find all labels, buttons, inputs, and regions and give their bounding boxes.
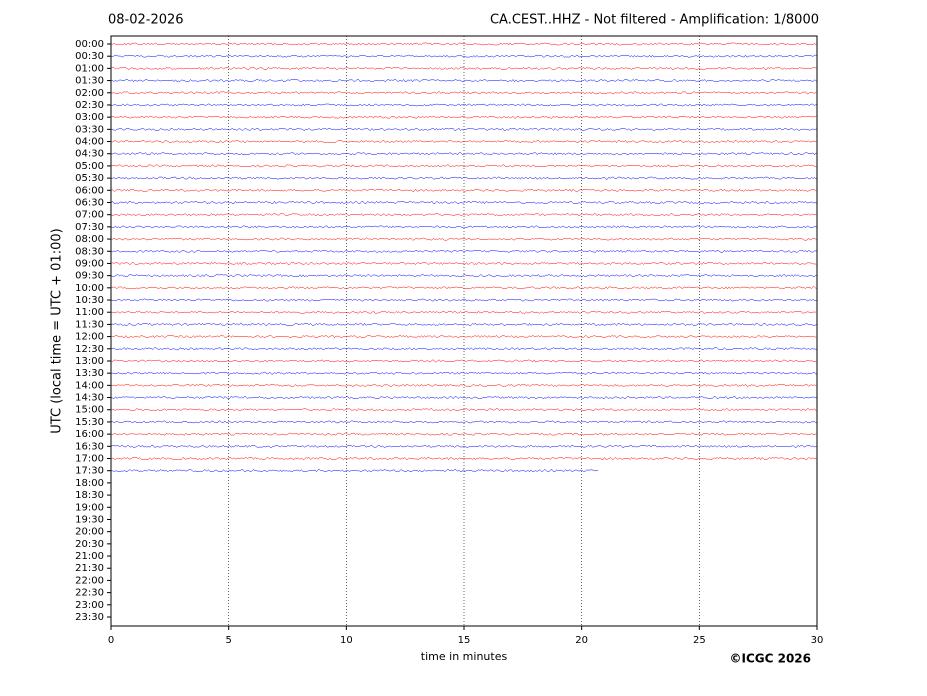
y-tick-label: 22:30: [75, 588, 104, 599]
trace: [110, 432, 818, 436]
trace: [110, 42, 818, 46]
y-tick-label: 20:00: [75, 527, 104, 538]
chart-title: CA.CEST..HHZ - Not filtered - Amplificat…: [490, 13, 819, 28]
trace: [110, 274, 818, 278]
y-tick-label: 16:00: [75, 429, 104, 440]
y-tick-label: 06:00: [75, 185, 104, 196]
y-tick-label: 11:00: [75, 307, 104, 318]
y-tick-label: 21:30: [75, 563, 104, 574]
y-tick-label: 00:00: [75, 39, 104, 50]
chart-date: 08-02-2026: [108, 13, 184, 28]
x-tick-label: 10: [340, 635, 353, 646]
y-tick-label: 16:30: [75, 441, 104, 452]
trace: [110, 176, 818, 180]
y-tick-label: 14:30: [75, 393, 104, 404]
trace: [110, 140, 818, 143]
trace: [110, 335, 818, 339]
y-tick-label: 09:00: [75, 258, 104, 269]
y-tick-label: 14:00: [75, 380, 104, 391]
trace: [110, 262, 818, 265]
y-tick-label: 12:00: [75, 332, 104, 343]
trace: [110, 457, 818, 461]
y-tick-label: 02:30: [75, 100, 104, 111]
trace: [110, 469, 599, 473]
y-tick-label: 01:30: [75, 76, 104, 87]
y-tick-label: 04:30: [75, 149, 104, 160]
trace: [110, 225, 818, 229]
trace: [110, 298, 818, 302]
y-tick-label: 09:30: [75, 271, 104, 282]
trace: [110, 310, 818, 314]
y-tick-label: 19:30: [75, 514, 104, 525]
x-tick-label: 30: [811, 635, 824, 646]
trace: [110, 249, 818, 253]
y-tick-label: 10:00: [75, 283, 104, 294]
y-tick-label: 13:00: [75, 356, 104, 367]
trace: [110, 420, 818, 424]
trace: [110, 188, 818, 192]
y-tick-label: 21:00: [75, 551, 104, 562]
trace: [110, 213, 818, 217]
y-tick-label: 18:30: [75, 490, 104, 501]
trace: [110, 91, 818, 95]
y-tick-label: 12:30: [75, 344, 104, 355]
y-tick-label: 15:30: [75, 417, 104, 428]
trace: [110, 66, 818, 70]
y-tick-label: 17:30: [75, 466, 104, 477]
y-tick-label: 15:00: [75, 405, 104, 416]
y-tick-label: 17:00: [75, 454, 104, 465]
copyright: ©ICGC 2026: [729, 652, 811, 666]
trace: [110, 115, 818, 119]
y-tick-label: 18:00: [75, 478, 104, 489]
y-tick-label: 08:00: [75, 234, 104, 245]
y-tick-label: 08:30: [75, 246, 104, 257]
x-tick-label: 0: [108, 635, 114, 646]
x-tick-label: 15: [458, 635, 471, 646]
trace: [110, 152, 818, 156]
y-tick-label: 06:30: [75, 197, 104, 208]
y-tick-label: 04:00: [75, 137, 104, 148]
y-tick-label: 05:00: [75, 161, 104, 172]
trace: [110, 103, 818, 107]
y-tick-label: 03:30: [75, 124, 104, 135]
trace: [110, 164, 818, 168]
y-tick-label: 05:30: [75, 173, 104, 184]
trace: [110, 286, 818, 290]
trace: [110, 127, 818, 131]
y-tick-label: 03:00: [75, 112, 104, 123]
trace: [110, 396, 818, 399]
trace: [110, 408, 818, 412]
trace: [110, 383, 818, 387]
y-tick-label: 07:00: [75, 210, 104, 221]
y-tick-label: 11:30: [75, 319, 104, 330]
trace: [110, 54, 818, 58]
trace: [110, 200, 818, 205]
x-tick-label: 5: [225, 635, 231, 646]
y-tick-label: 13:30: [75, 368, 104, 379]
y-tick-label: 23:30: [75, 612, 104, 623]
trace: [110, 444, 818, 448]
trace: [110, 79, 818, 83]
trace: [110, 237, 818, 241]
trace: [110, 371, 818, 375]
y-tick-label: 19:00: [75, 502, 104, 513]
x-axis-label: time in minutes: [421, 650, 508, 663]
trace: [110, 359, 818, 363]
trace: [110, 322, 818, 326]
y-tick-label: 00:30: [75, 51, 104, 62]
x-tick-label: 20: [575, 635, 588, 646]
x-tick-label: 25: [693, 635, 706, 646]
y-axis-label: UTC (local time = UTC + 01:00): [50, 228, 65, 433]
y-tick-label: 22:00: [75, 575, 104, 586]
y-tick-label: 07:30: [75, 222, 104, 233]
trace: [110, 347, 818, 351]
y-tick-label: 02:00: [75, 88, 104, 99]
y-tick-label: 10:30: [75, 295, 104, 306]
y-tick-label: 23:00: [75, 600, 104, 611]
y-tick-label: 01:00: [75, 63, 104, 74]
y-tick-label: 20:30: [75, 539, 104, 550]
